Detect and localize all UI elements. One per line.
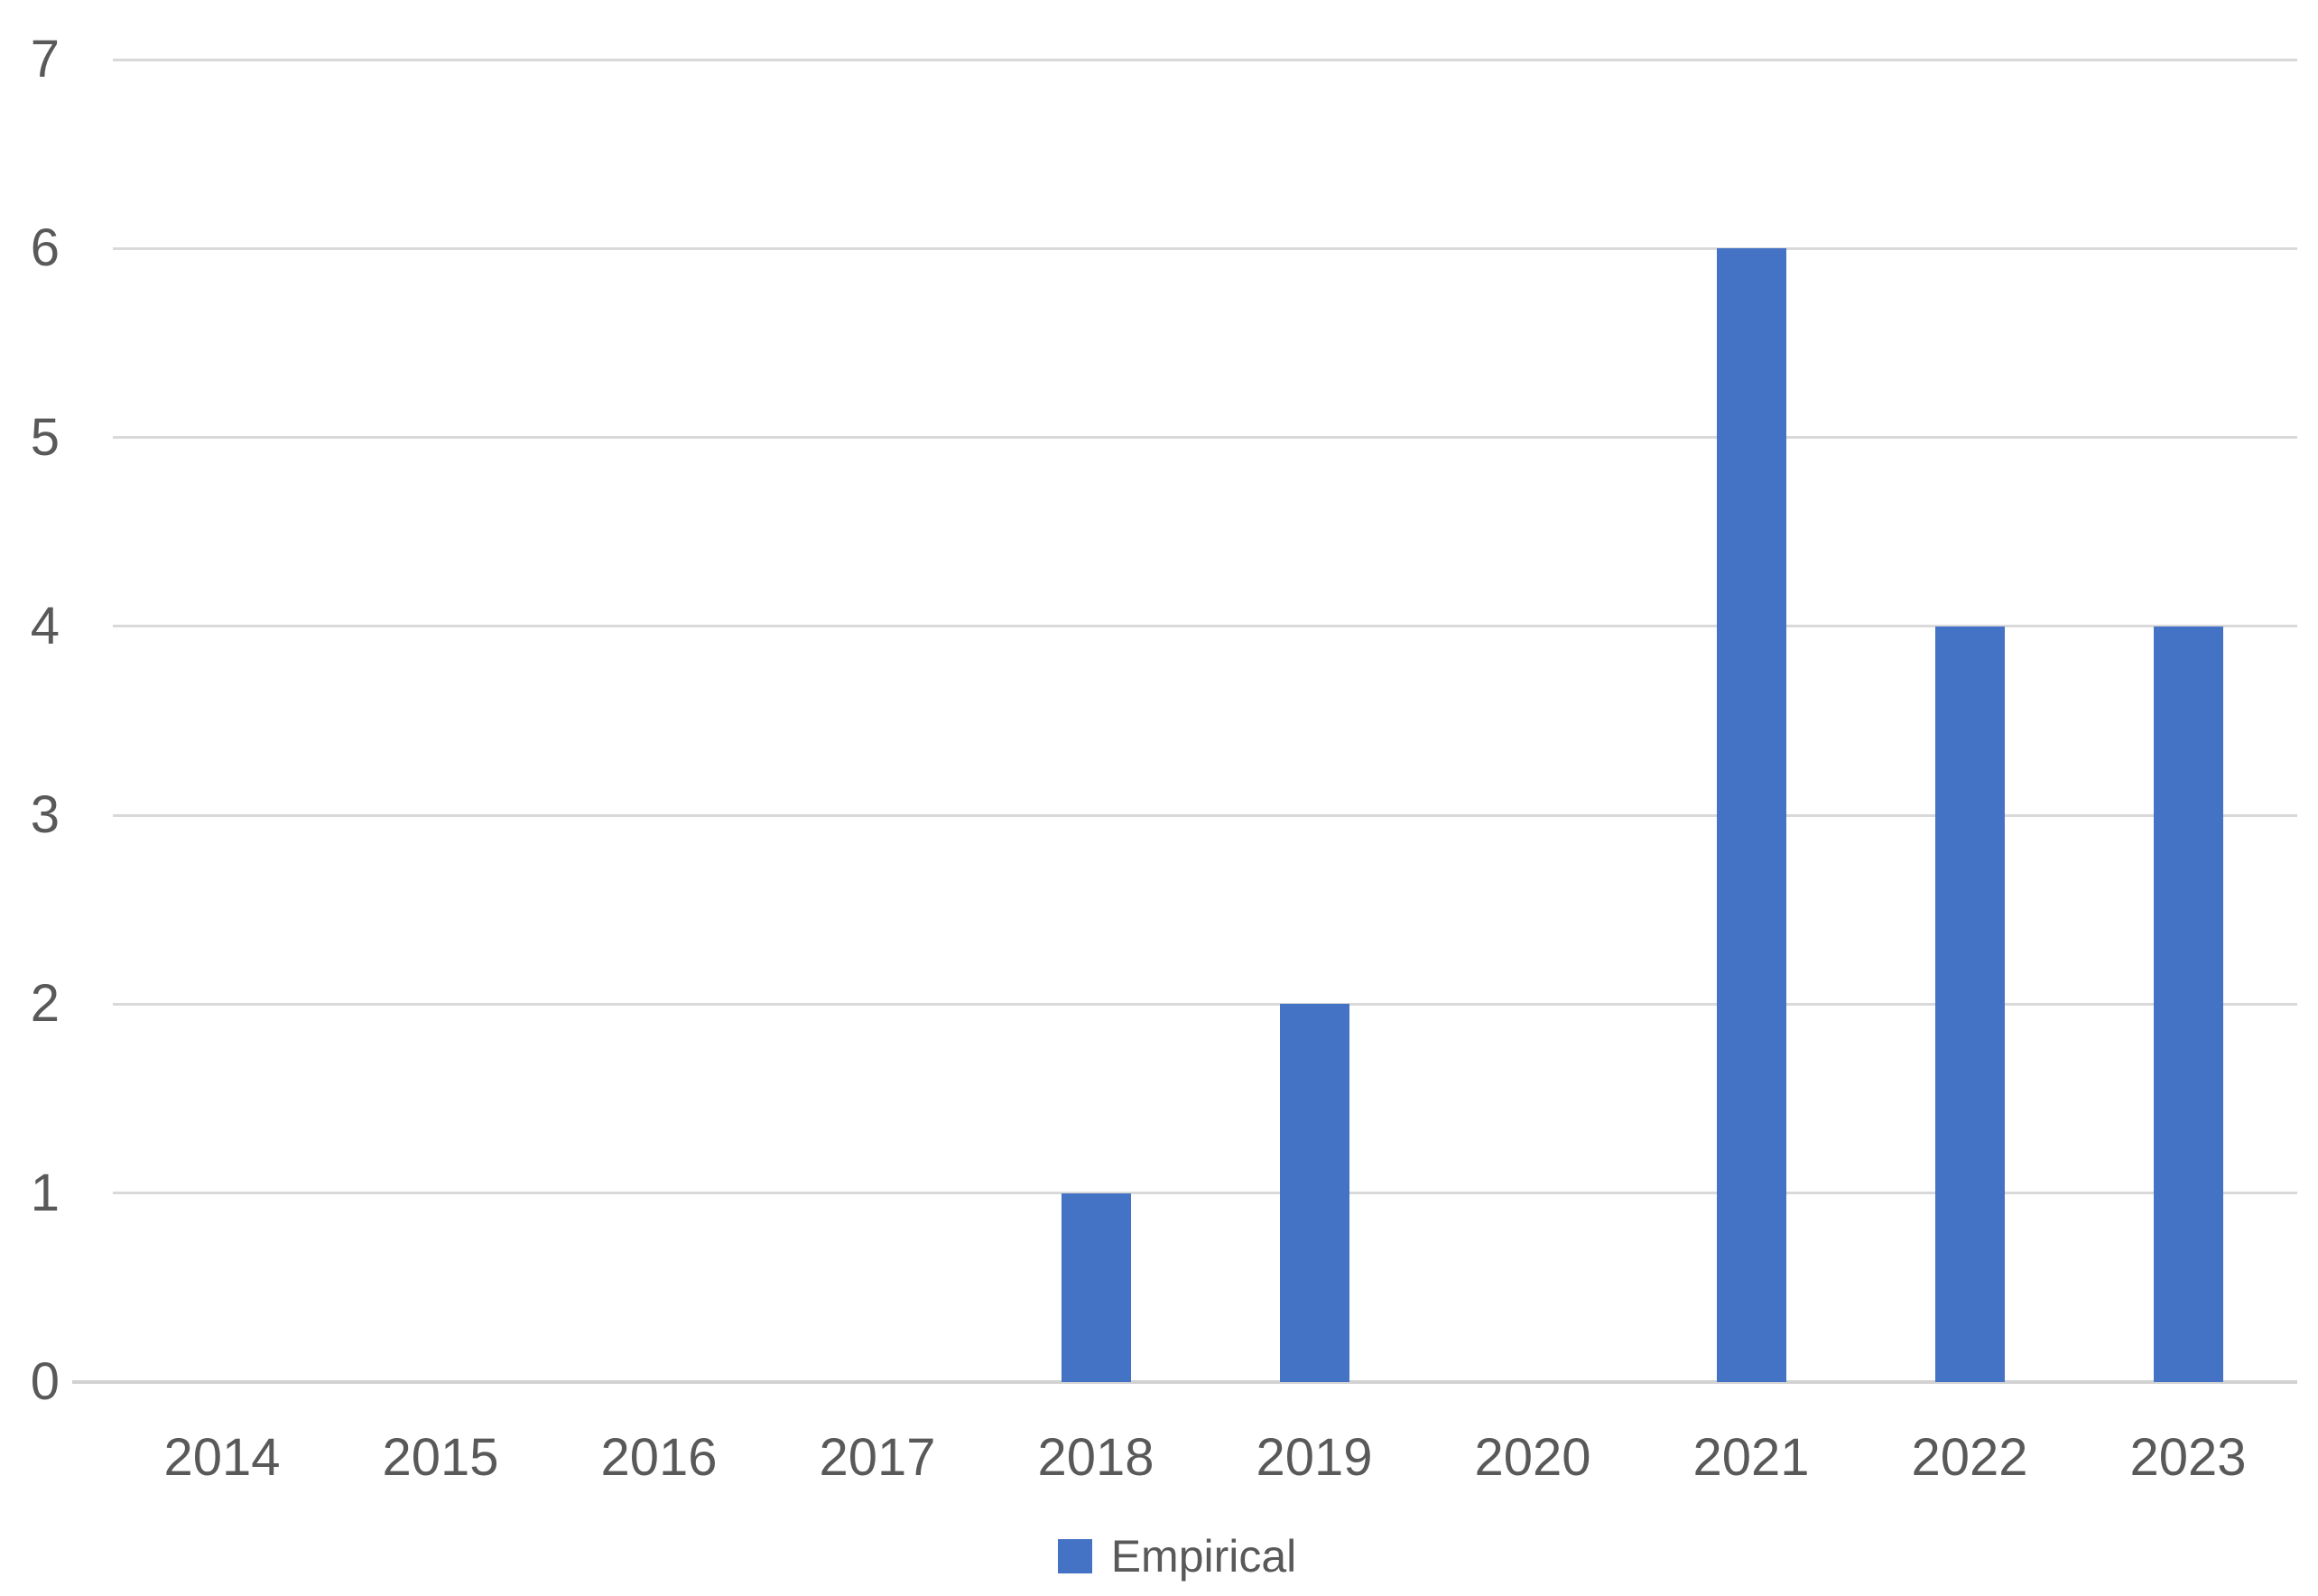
y-tick-label-3: 3 [30, 785, 60, 844]
bar-2019 [1280, 1004, 1349, 1382]
gridline-y5 [113, 436, 2297, 439]
x-tick-label-2015: 2015 [382, 1428, 499, 1487]
bar-2018 [1062, 1193, 1131, 1382]
x-axis-line [72, 1380, 2297, 1384]
gridline-y2 [113, 1003, 2297, 1006]
y-tick-label-1: 1 [30, 1164, 60, 1222]
legend-color-swatch [1057, 1539, 1092, 1573]
bar-2023 [2154, 626, 2223, 1382]
bar-2021 [1717, 248, 1786, 1382]
x-tick-label-2019: 2019 [1256, 1428, 1373, 1487]
gridline-y1 [113, 1192, 2297, 1194]
y-tick-label-7: 7 [30, 30, 60, 88]
y-tick-label-5: 5 [30, 408, 60, 467]
legend-series-label: Empirical [1110, 1531, 1297, 1582]
x-tick-label-2017: 2017 [819, 1428, 936, 1487]
x-tick-label-2018: 2018 [1037, 1428, 1154, 1487]
gridline-y6 [113, 247, 2297, 250]
x-tick-label-2021: 2021 [1692, 1428, 1810, 1487]
y-tick-label-2: 2 [30, 974, 60, 1033]
x-tick-label-2020: 2020 [1474, 1428, 1591, 1487]
x-tick-label-2022: 2022 [1911, 1428, 2028, 1487]
gridline-y3 [113, 814, 2297, 817]
y-tick-label-4: 4 [30, 597, 60, 655]
legend: Empirical [18, 1531, 2318, 1582]
x-tick-label-2016: 2016 [600, 1428, 718, 1487]
y-tick-label-0: 0 [30, 1352, 60, 1411]
gridline-y4 [113, 625, 2297, 627]
bar-2022 [1935, 626, 2005, 1382]
x-tick-label-2023: 2023 [2129, 1428, 2247, 1487]
gridline-y7 [113, 59, 2297, 61]
y-tick-label-6: 6 [30, 218, 60, 277]
x-tick-label-2014: 2014 [163, 1428, 281, 1487]
